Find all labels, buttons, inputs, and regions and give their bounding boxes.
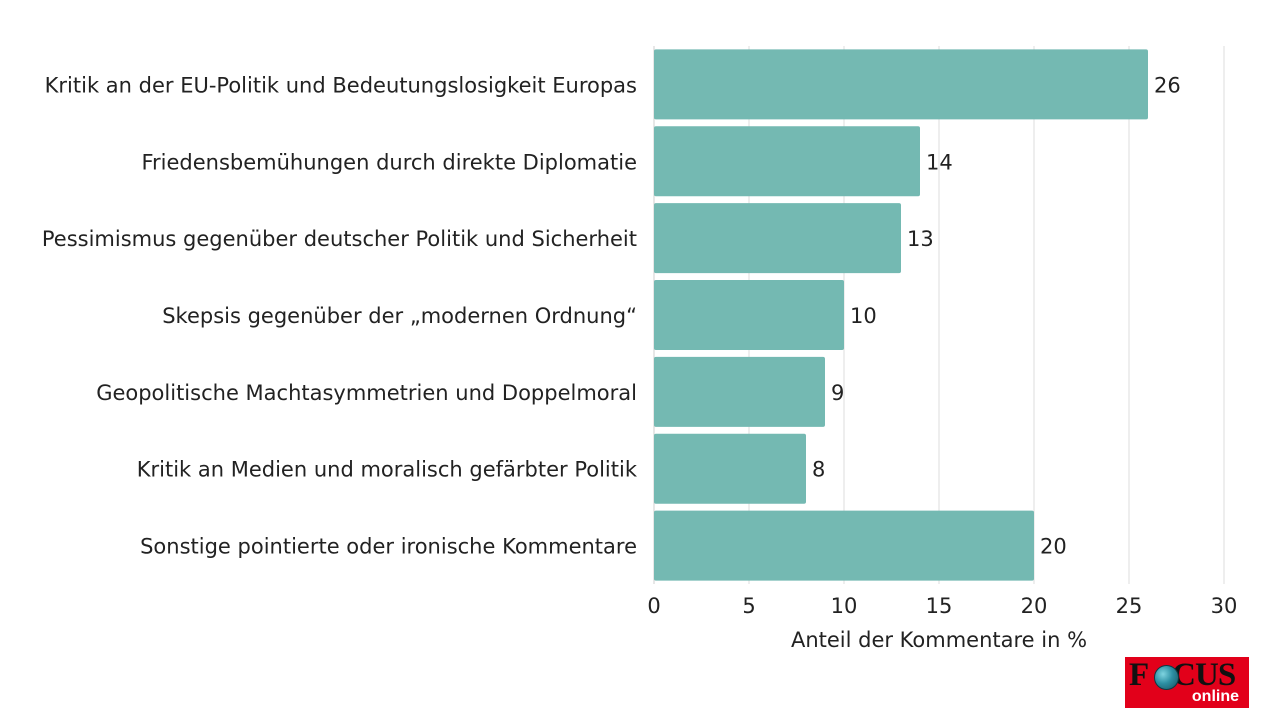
- x-tick-label-20: 20: [1021, 594, 1048, 618]
- bar-5: [654, 356, 825, 427]
- x-tick-label-5: 5: [742, 594, 755, 618]
- focus-online-logo: F CUS online: [1125, 657, 1249, 708]
- x-tick-label-30: 30: [1211, 594, 1238, 618]
- bars: [654, 49, 1148, 581]
- category-label-6: Kritik an Medien und moralisch gefärbter…: [137, 458, 638, 482]
- category-label-7: Sonstige pointierte oder ironische Komme…: [140, 535, 637, 559]
- value-label-7: 20: [1040, 535, 1067, 559]
- x-tick-label-0: 0: [647, 594, 660, 618]
- logo-word-prefix: F: [1129, 657, 1149, 693]
- value-label-6: 8: [812, 458, 825, 482]
- value-labels: 26 14 13 10 9 8 20: [812, 73, 1181, 558]
- value-label-5: 9: [831, 381, 844, 405]
- value-label-2: 14: [926, 150, 953, 174]
- category-label-2: Friedensbemühungen durch direkte Diploma…: [141, 150, 637, 174]
- logo-wordmark: F CUS: [1129, 657, 1236, 693]
- x-tick-labels: 0 5 10 15 20 25 30: [647, 594, 1237, 618]
- category-labels: Kritik an der EU-Politik und Bedeutungsl…: [42, 73, 638, 558]
- bar-2: [654, 126, 920, 197]
- x-axis-title: Anteil der Kommentare in %: [791, 628, 1087, 652]
- bar-4: [654, 280, 844, 350]
- x-tick-label-15: 15: [926, 594, 953, 618]
- globe-icon: [1154, 665, 1179, 690]
- logo-subtitle: online: [1191, 688, 1239, 705]
- category-label-4: Skepsis gegenüber der „modernen Ordnung“: [162, 304, 637, 328]
- value-label-4: 10: [850, 304, 877, 328]
- x-tick-label-10: 10: [831, 594, 858, 618]
- category-label-5: Geopolitische Machtasymmetrien und Doppe…: [96, 381, 637, 405]
- bar-6: [654, 433, 806, 504]
- bar-7: [654, 510, 1034, 581]
- x-tick-label-25: 25: [1116, 594, 1143, 618]
- value-label-3: 13: [907, 227, 934, 251]
- category-label-3: Pessimismus gegenüber deutscher Politik …: [42, 227, 637, 251]
- category-label-1: Kritik an der EU-Politik und Bedeutungsl…: [45, 73, 637, 97]
- bar-3: [654, 203, 901, 274]
- logo-word-suffix: CUS: [1172, 657, 1236, 693]
- value-label-1: 26: [1154, 73, 1181, 97]
- bar-1: [654, 49, 1148, 120]
